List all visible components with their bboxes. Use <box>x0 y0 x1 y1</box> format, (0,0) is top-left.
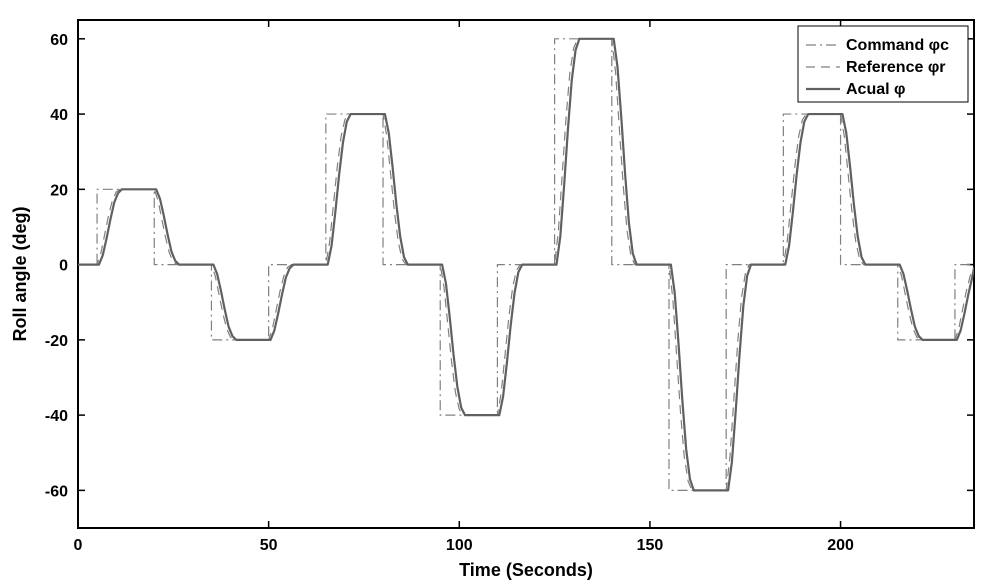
roll-angle-chart: 0 50 100 150 200 -60 -40 -20 0 20 40 60 Time (Seco… <box>0 0 1000 584</box>
x-tick-label: 150 <box>637 537 664 554</box>
x-tick-label: 200 <box>827 537 854 554</box>
y-tick-label: -40 <box>45 408 68 425</box>
y-tick-label: 20 <box>50 182 68 199</box>
x-tick-label: 100 <box>446 537 473 554</box>
x-axis-label: Time (Seconds) <box>459 560 593 580</box>
y-axis-label: Roll angle (deg) <box>10 206 30 341</box>
y-tick-label: 60 <box>50 32 68 49</box>
y-tick-label: -60 <box>45 483 68 500</box>
y-tick-label: -20 <box>45 333 68 350</box>
y-tick-label: 0 <box>59 258 68 275</box>
x-tick-label: 0 <box>74 537 83 554</box>
y-tick-label: 40 <box>50 107 68 124</box>
legend-label: Reference φr <box>846 59 946 76</box>
x-tick-label: 50 <box>260 537 278 554</box>
legend-label: Acual φ <box>846 81 905 98</box>
legend-label: Command φc <box>846 37 949 54</box>
series-actual_phi <box>78 39 974 491</box>
legend: Command φc Reference φr Acual φ <box>798 26 968 102</box>
